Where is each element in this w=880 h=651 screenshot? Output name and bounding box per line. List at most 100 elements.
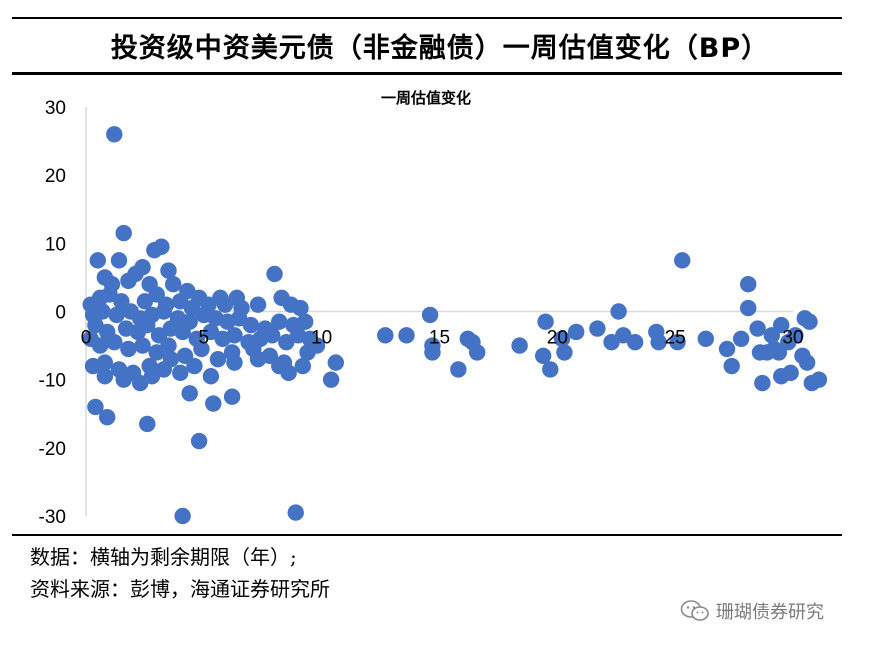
data-point	[226, 327, 243, 344]
source-note: 资料来源：彭博，海通证券研究所	[30, 577, 330, 601]
data-point	[810, 371, 828, 388]
data-point	[610, 303, 627, 320]
data-point	[110, 252, 128, 269]
x-tick-label: 0	[81, 328, 92, 349]
data-point	[749, 320, 766, 337]
data-point	[164, 276, 182, 293]
data-point	[650, 333, 667, 351]
data-point	[292, 299, 309, 317]
data-point	[162, 351, 180, 368]
data-point	[89, 252, 106, 269]
data-point	[553, 330, 571, 347]
data-point	[202, 368, 220, 385]
data-point	[134, 337, 151, 354]
data-point	[106, 126, 123, 143]
data-point	[327, 354, 345, 371]
data-point	[787, 327, 804, 344]
data-point	[205, 395, 222, 412]
data-point	[280, 364, 297, 382]
wechat-icon	[680, 600, 709, 621]
data-point	[308, 337, 326, 354]
data-point	[94, 303, 111, 320]
data-point	[773, 316, 790, 334]
x-tick-label: 15	[429, 328, 450, 349]
chart-title: 一周估值变化	[381, 89, 471, 107]
data-point	[96, 368, 114, 385]
x-tick-label: 10	[311, 328, 332, 349]
data-point	[589, 320, 606, 337]
data-point	[143, 368, 161, 385]
watermark: 珊瑚债券研究	[680, 598, 824, 624]
data-points	[82, 126, 828, 525]
data-point	[801, 313, 818, 330]
page-title: 投资级中资美元债（非金融债）一周估值变化（BP）	[110, 33, 770, 64]
data-point	[450, 361, 467, 378]
data-point	[322, 371, 340, 388]
data-point	[216, 296, 234, 313]
data-point	[421, 306, 439, 324]
y-tick-label: -30	[39, 507, 66, 528]
x-tick-label: 20	[547, 328, 568, 349]
data-point	[190, 432, 208, 450]
data-point	[377, 327, 394, 344]
notes-rule	[12, 534, 842, 536]
data-point	[556, 344, 573, 361]
data-point	[193, 340, 210, 358]
data-point	[287, 504, 304, 521]
data-point	[106, 333, 123, 351]
title-rule	[12, 72, 842, 75]
y-tick-label: 10	[45, 234, 66, 255]
data-point	[242, 316, 260, 334]
data-point	[271, 313, 288, 330]
data-point	[398, 327, 415, 344]
y-tick-label: -10	[39, 371, 66, 392]
top-rule	[12, 17, 842, 19]
data-point	[96, 354, 114, 371]
watermark-text: 珊瑚债券研究	[716, 602, 824, 623]
data-point	[172, 364, 189, 382]
y-tick-label: 30	[45, 98, 66, 119]
data-point	[160, 337, 177, 354]
data-point	[174, 507, 191, 525]
data-point	[209, 351, 227, 368]
data-point	[99, 408, 116, 426]
data-point	[263, 327, 281, 344]
data-point	[139, 316, 156, 334]
data-point	[511, 337, 528, 354]
x-tick-label: 5	[199, 328, 210, 349]
data-point	[139, 415, 156, 433]
data-point	[153, 238, 170, 255]
data-point	[87, 398, 104, 416]
data-point	[155, 303, 172, 320]
data-point	[626, 333, 644, 351]
data-note: 数据：横轴为剩余期限（年）;	[30, 545, 297, 569]
x-tick-label: 30	[782, 328, 803, 349]
data-point	[226, 354, 243, 371]
x-tick-label: 25	[665, 328, 686, 349]
data-point	[108, 306, 125, 324]
data-point	[567, 323, 585, 341]
data-point	[294, 357, 312, 375]
data-point	[718, 340, 736, 358]
data-point	[740, 299, 757, 317]
data-point	[754, 374, 771, 392]
data-point	[249, 351, 267, 368]
y-tick-label: -20	[39, 439, 66, 460]
data-point	[424, 344, 441, 361]
data-point	[697, 330, 715, 347]
data-point	[296, 313, 314, 330]
data-point	[127, 265, 144, 283]
data-point	[732, 330, 750, 347]
data-point	[266, 265, 283, 283]
data-point	[115, 224, 132, 242]
y-tick-label: 0	[55, 303, 66, 324]
data-point	[798, 354, 816, 371]
data-point	[223, 388, 241, 405]
data-point	[181, 385, 198, 402]
data-point	[537, 313, 554, 330]
data-point	[723, 357, 740, 375]
data-point	[669, 333, 686, 351]
data-point	[674, 252, 691, 269]
y-tick-label: 20	[45, 166, 66, 187]
data-point	[160, 262, 177, 279]
